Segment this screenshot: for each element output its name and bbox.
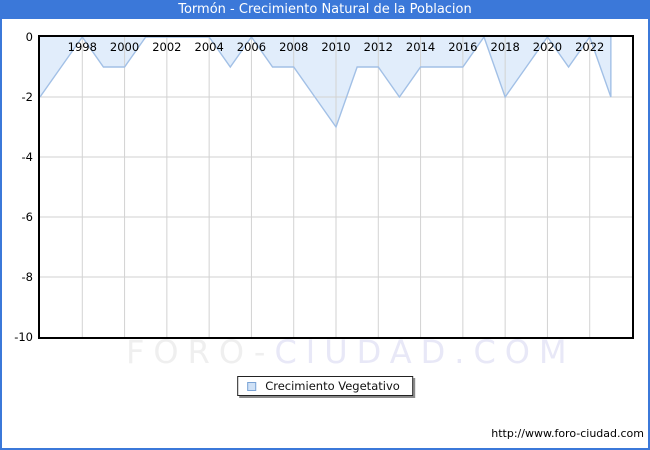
x-tick-label: 2020	[532, 40, 563, 54]
x-tick-label: 2022	[575, 40, 605, 54]
y-tick-label: -10	[14, 330, 33, 344]
site-url: http://www.foro-ciudad.com	[491, 427, 644, 440]
watermark: FORO-CIUDAD.COM	[126, 336, 576, 368]
y-tick-label: 0	[25, 30, 33, 44]
y-tick-label: -6	[21, 210, 33, 224]
y-tick-label: -4	[21, 150, 33, 164]
x-tick-label: 2010	[321, 40, 351, 54]
x-tick-label: 2016	[448, 40, 478, 54]
chart-title: Tormón - Crecimiento Natural de la Pobla…	[178, 2, 472, 17]
x-tick-label: 2006	[236, 40, 267, 54]
title-bar: Tormón - Crecimiento Natural de la Pobla…	[0, 0, 650, 19]
x-tick-label: 2004	[194, 40, 224, 54]
y-tick-label: -2	[21, 90, 33, 104]
legend-marker	[247, 381, 257, 391]
x-tick-label: 2012	[363, 40, 393, 54]
legend-label: Crecimiento Vegetativo	[265, 379, 400, 393]
area-series-line	[40, 37, 612, 129]
frame-border-left	[0, 0, 2, 450]
watermark-part1: FORO-	[126, 333, 275, 371]
y-tick-label: -8	[21, 270, 33, 284]
x-tick-label: 2014	[405, 40, 436, 54]
x-tick-label: 2018	[490, 40, 520, 54]
frame-border-bottom	[0, 448, 650, 450]
frame-border-right	[648, 0, 650, 450]
area-chart-canvas	[40, 37, 632, 337]
x-tick-label: 1998	[67, 40, 97, 54]
watermark-part2: CIUDAD.COM	[274, 333, 576, 371]
plot-area: 1998 2000 2002 2004 2006 2008 2010 2012 2014 2016…	[38, 35, 634, 339]
legend: Crecimiento Vegetativo	[237, 376, 413, 396]
x-tick-label: 2000	[109, 40, 140, 54]
x-tick-label: 2008	[279, 40, 309, 54]
x-tick-label: 2002	[152, 40, 182, 54]
